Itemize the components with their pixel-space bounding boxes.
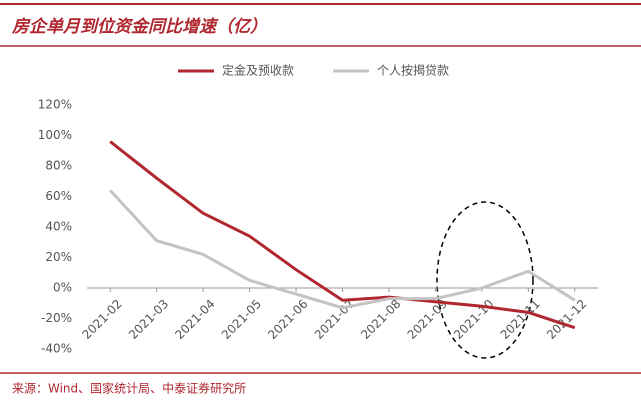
highlight-ellipse	[436, 201, 534, 359]
y-tick-label: 100%	[38, 128, 72, 142]
x-tick-label: 2021-07	[312, 297, 357, 342]
y-tick-label: 80%	[45, 159, 72, 173]
y-tick-label: 60%	[45, 189, 72, 203]
legend-label: 定金及预收款	[222, 63, 294, 78]
x-tick-label: 2021-06	[265, 297, 310, 342]
x-tick-label: 2021-03	[126, 297, 171, 342]
y-tick-label: -20%	[41, 311, 72, 325]
chart-title: 房企单月到位资金同比增速（亿）	[11, 17, 267, 37]
y-tick-label: 120%	[38, 98, 72, 112]
legend-label: 个人按揭贷款	[377, 63, 449, 78]
x-tick-label: 2021-05	[219, 297, 264, 342]
source-note: 来源：Wind、国家统计局、中泰证券研究所	[12, 381, 246, 396]
y-tick-label: 40%	[45, 220, 72, 234]
y-tick-label: -40%	[41, 342, 72, 356]
x-tick-label: 2021-11	[498, 297, 543, 342]
y-tick-label: 0%	[53, 281, 72, 295]
x-tick-label: 2021-04	[172, 297, 217, 342]
series-line	[109, 140, 576, 330]
y-tick-label: 20%	[45, 250, 72, 264]
x-tick-label: 2021-02	[79, 297, 124, 342]
series-line	[109, 189, 576, 310]
